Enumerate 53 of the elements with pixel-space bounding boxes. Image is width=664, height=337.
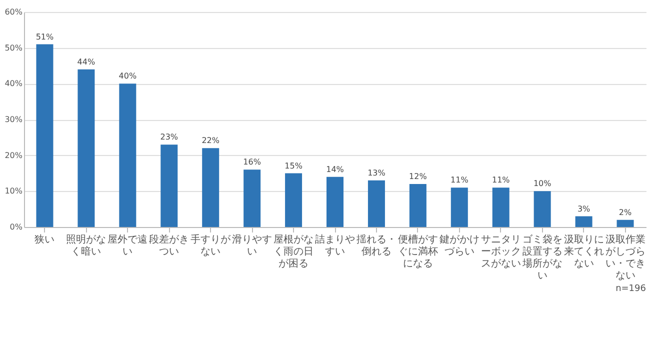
y-tick-label: 20% [4,150,23,160]
bar [36,44,54,227]
bar [616,220,634,227]
bar [492,188,510,227]
x-tick-label: 詰まりやすい [315,234,355,258]
x-tick-label: サニタリーボックスがない [480,234,521,270]
data-label: 44% [77,57,96,66]
data-label: 22% [202,136,220,146]
data-label: 40% [118,72,137,81]
x-tick-label: 揺れる・倒れる [356,234,396,258]
bar [202,148,220,227]
y-tick-label: 40% [4,79,23,88]
bar [285,173,302,227]
data-label: 3% [577,204,591,214]
x-tick-label: 滑りやすい [232,234,272,258]
y-tick-label: 0% [10,222,23,232]
bar [244,170,261,227]
bar [534,191,551,227]
y-tick-label: 30% [4,115,23,124]
data-label: 23% [160,132,178,142]
data-label: 11% [450,176,469,185]
x-tick-label: 便槽がすぐに満杯になる [398,234,438,270]
bar [368,180,385,227]
data-label: 12% [409,172,428,181]
x-tick-label: 屋外で遠い [108,234,148,258]
y-tick-label: 50% [4,43,23,52]
x-tick-label: 汲取りに来てくれない [564,234,604,270]
x-tick-label: 手すりがない [190,234,232,258]
bar [409,184,426,227]
bar [575,216,592,227]
bar [160,144,178,227]
x-tick-label: ゴミ袋を設置する場所がない [521,234,562,282]
data-label: 11% [492,176,510,185]
bar [78,69,95,227]
x-tick-label: 段差がきつい [149,234,190,258]
y-tick-label: 10% [4,186,23,196]
data-label: 15% [284,161,303,170]
bar [450,188,468,227]
data-label: 10% [533,179,552,188]
x-tick-label: 鍵がかけづらい [439,234,480,258]
data-label: 14% [326,164,344,174]
bar [326,176,344,227]
text: n=196 [616,284,646,294]
data-label: 13% [368,168,386,178]
x-tick-label: 照明がなく暗い [66,234,106,258]
data-label: 2% [618,208,632,217]
x-tick-label: 屋根がなく雨の日が困る [274,234,314,270]
bar [119,84,136,227]
data-label: 16% [243,158,262,167]
data-label: 51% [36,32,54,42]
x-tick-label: 汲取作業がしづらい・できない [605,234,646,282]
x-tick-label: 狭い [34,234,55,246]
y-tick-label: 60% [4,8,23,16]
